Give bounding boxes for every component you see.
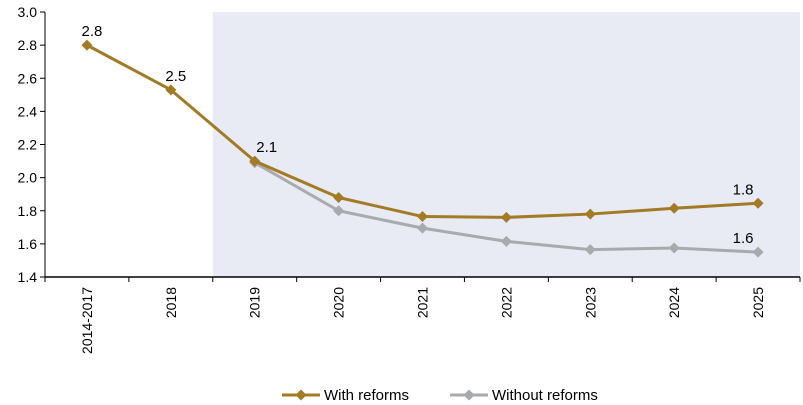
data-point-marker [752, 197, 764, 209]
x-tick-label: 2018 [163, 287, 179, 318]
x-tick-label: 2025 [750, 287, 766, 318]
projection-shaded-region [212, 12, 800, 277]
y-axis: 1.4 1.6 1.8 2.0 2.2 2.4 2.6 2.8 3.0 [18, 4, 46, 285]
y-tick-label: 3.0 [18, 4, 38, 20]
x-tick-label: 2022 [498, 287, 514, 318]
data-point-marker [500, 211, 512, 223]
data-point-marker [333, 205, 345, 217]
legend-label: Without reforms [492, 387, 598, 404]
x-axis: 2014-2017 2018 2019 2020 2021 2022 2023 2024 202… [44, 276, 801, 354]
y-tick-label: 2.4 [18, 103, 38, 119]
y-tick-label: 2.6 [18, 70, 38, 86]
data-label: 2.5 [165, 68, 186, 85]
series-without-reforms [249, 157, 764, 258]
legend: With reforms Without reforms [282, 387, 598, 404]
data-point-marker [249, 155, 261, 167]
series-with-reforms [81, 39, 764, 223]
legend-item: Without reforms [450, 387, 598, 404]
data-point-marker [500, 235, 512, 247]
legend-label: With reforms [324, 387, 409, 404]
data-label: 2.1 [256, 139, 277, 156]
x-tick-label: 2020 [331, 287, 347, 318]
y-tick-label: 1.6 [18, 236, 38, 252]
y-tick-label: 2.0 [18, 170, 38, 186]
data-point-marker [668, 242, 680, 254]
data-label: 1.6 [733, 230, 754, 247]
data-point-marker [333, 192, 345, 203]
data-point-marker [584, 244, 596, 256]
data-point-marker [668, 202, 680, 214]
series-layer [81, 39, 764, 258]
data-point-marker [417, 222, 428, 234]
x-tick-label: 2019 [247, 287, 263, 318]
legend-marker [295, 389, 307, 401]
data-point-marker [417, 211, 428, 223]
data-point-marker [81, 39, 93, 51]
y-tick-label: 1.4 [18, 269, 38, 285]
x-tick-label: 2014-2017 [79, 287, 95, 354]
x-tick-label: 2023 [582, 287, 598, 318]
data-labels: 2.8 2.5 2.1 1.8 1.6 [82, 23, 754, 247]
data-label: 1.8 [733, 181, 754, 198]
y-tick-label: 2.8 [18, 37, 38, 53]
data-point-marker [752, 246, 764, 258]
y-tick-label: 1.8 [18, 203, 38, 219]
legend-marker [463, 389, 475, 401]
x-tick-label: 2024 [666, 287, 682, 318]
x-tick-label: 2021 [415, 287, 431, 318]
y-tick-label: 2.2 [18, 137, 38, 153]
legend-item: With reforms [282, 387, 409, 404]
data-label: 2.8 [82, 23, 103, 40]
data-point-marker [584, 208, 596, 220]
data-point-marker [165, 84, 177, 96]
